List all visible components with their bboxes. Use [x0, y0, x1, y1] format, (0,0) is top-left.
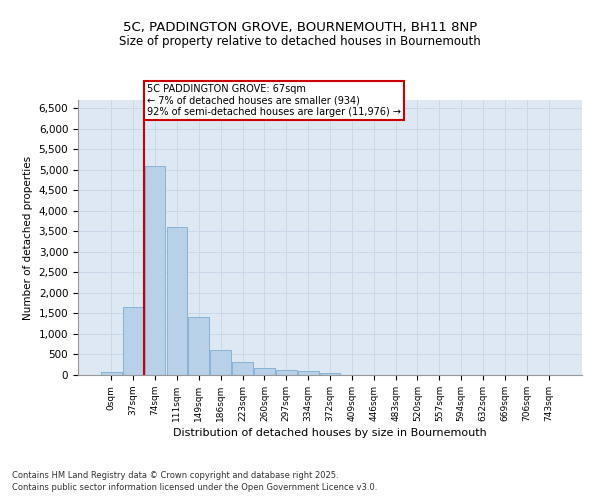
Bar — [254, 368, 275, 375]
Text: Size of property relative to detached houses in Bournemouth: Size of property relative to detached ho… — [119, 34, 481, 48]
Bar — [232, 362, 253, 375]
Bar — [123, 308, 143, 375]
Bar — [298, 372, 319, 375]
Y-axis label: Number of detached properties: Number of detached properties — [23, 156, 33, 320]
Text: Contains HM Land Registry data © Crown copyright and database right 2025.: Contains HM Land Registry data © Crown c… — [12, 472, 338, 480]
Text: Contains public sector information licensed under the Open Government Licence v3: Contains public sector information licen… — [12, 482, 377, 492]
Bar — [167, 227, 187, 375]
Bar — [188, 316, 209, 375]
Bar — [145, 166, 166, 375]
Text: 5C, PADDINGTON GROVE, BOURNEMOUTH, BH11 8NP: 5C, PADDINGTON GROVE, BOURNEMOUTH, BH11 … — [123, 21, 477, 34]
Bar — [210, 350, 231, 375]
Bar — [276, 370, 296, 375]
Bar — [320, 373, 340, 375]
Bar — [101, 372, 122, 375]
X-axis label: Distribution of detached houses by size in Bournemouth: Distribution of detached houses by size … — [173, 428, 487, 438]
Text: 5C PADDINGTON GROVE: 67sqm
← 7% of detached houses are smaller (934)
92% of semi: 5C PADDINGTON GROVE: 67sqm ← 7% of detac… — [148, 84, 401, 117]
